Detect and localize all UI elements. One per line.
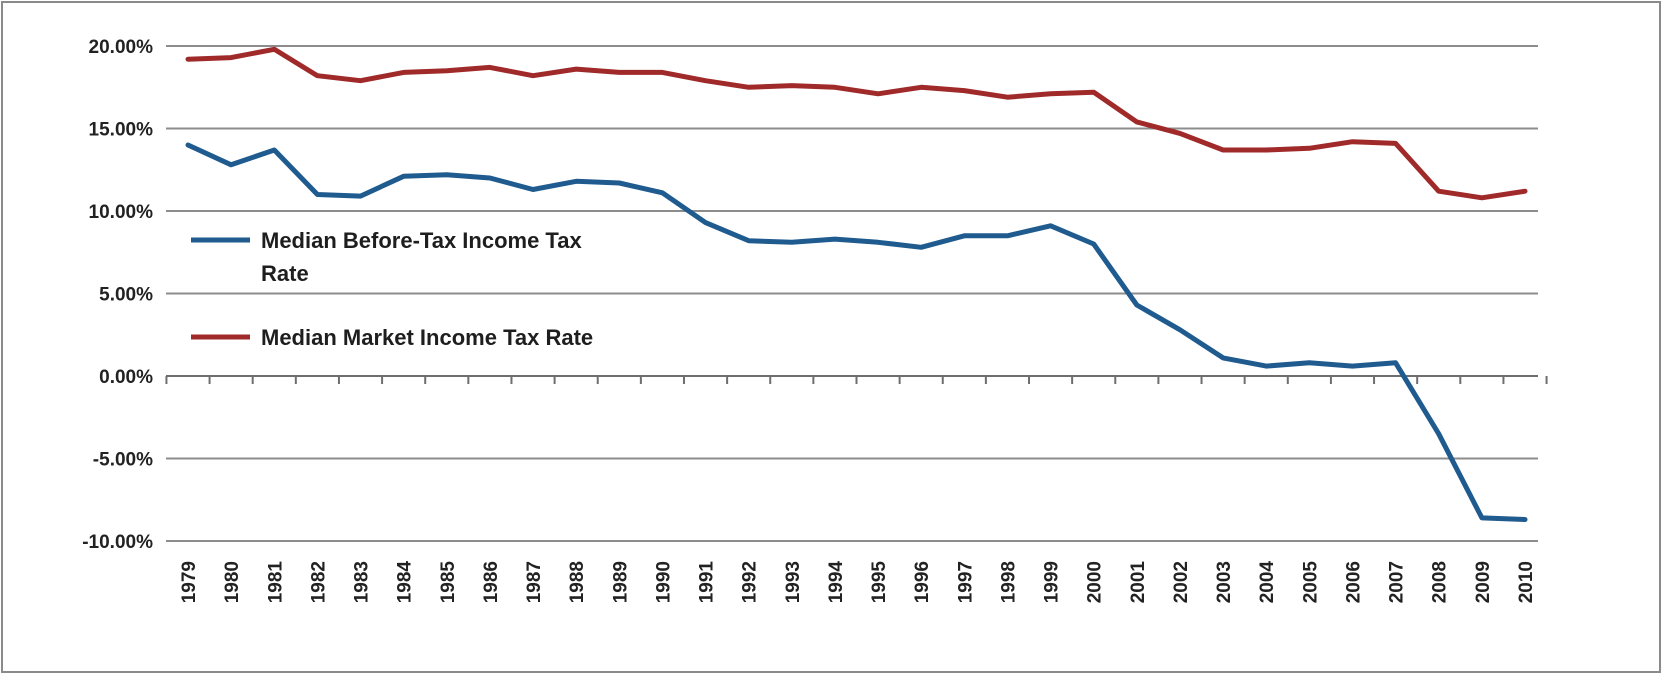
x-tick-label: 1989 bbox=[610, 561, 631, 603]
x-tick-label: 1997 bbox=[955, 561, 976, 603]
series-line-before-tax bbox=[185, 142, 1528, 522]
x-tick-label: 2004 bbox=[1257, 561, 1278, 604]
x-tick-label: 1984 bbox=[395, 561, 416, 604]
y-tick-label: 15.00% bbox=[89, 120, 154, 141]
legend: Median Before-Tax Income Tax Rate Median M… bbox=[191, 228, 593, 350]
x-tick-label: 2010 bbox=[1516, 561, 1537, 603]
x-tick-label: 1980 bbox=[222, 561, 243, 603]
y-tick-label: -10.00% bbox=[82, 532, 153, 553]
x-tick-label: 2001 bbox=[1128, 561, 1149, 604]
legend-label-line: Median Before-Tax Income Tax bbox=[261, 228, 582, 253]
legend-label-line: Median Market Income Tax Rate bbox=[261, 325, 593, 350]
x-tick-label: 1981 bbox=[265, 561, 286, 604]
x-tick-label: 2000 bbox=[1085, 561, 1106, 603]
series-lines bbox=[185, 46, 1528, 522]
x-tick-label: 1991 bbox=[697, 561, 718, 604]
x-tick-label: 1990 bbox=[653, 561, 674, 603]
legend-label: Median Market Income Tax Rate bbox=[261, 325, 593, 350]
x-tick-label: 1988 bbox=[567, 561, 588, 603]
x-tick-label: 1995 bbox=[869, 561, 890, 604]
legend-label: Median Before-Tax Income Tax Rate bbox=[261, 228, 582, 286]
series-line-market-income bbox=[185, 46, 1528, 201]
legend-label-line: Rate bbox=[261, 261, 309, 286]
x-tick-label: 1992 bbox=[740, 561, 761, 603]
x-tick-label: 2002 bbox=[1171, 561, 1192, 603]
line-chart: 20.00% 15.00% 10.00% 5.00% 0.00% -5.00% -10.00… bbox=[82, 37, 1548, 604]
x-tick-label: 1983 bbox=[352, 561, 373, 603]
x-tick-label: 1979 bbox=[179, 561, 200, 603]
x-tick-label: 2009 bbox=[1473, 561, 1494, 603]
x-tick-label: 2007 bbox=[1387, 561, 1408, 603]
x-tick-label: 1993 bbox=[783, 561, 804, 603]
x-tick-label: 1994 bbox=[826, 561, 847, 604]
x-tick-label: 2006 bbox=[1343, 561, 1364, 603]
x-tick-label: 2008 bbox=[1430, 561, 1451, 603]
y-axis-tick-labels: 20.00% 15.00% 10.00% 5.00% 0.00% -5.00% -10.00… bbox=[82, 37, 153, 553]
x-tick-label: 1985 bbox=[438, 561, 459, 604]
x-tick-label: 1986 bbox=[481, 561, 502, 603]
y-tick-label: 10.00% bbox=[89, 202, 154, 223]
x-tick-label: 1996 bbox=[912, 561, 933, 603]
y-tick-label: 20.00% bbox=[89, 37, 154, 58]
x-tick-label: 2003 bbox=[1214, 561, 1235, 603]
y-tick-label: 5.00% bbox=[99, 285, 153, 306]
gridlines bbox=[166, 45, 1538, 542]
x-tick-label: 2005 bbox=[1300, 561, 1321, 604]
x-axis-tick-labels: 1979 1980 1981 1982 1983 1984 1985 1986 1987 1988… bbox=[179, 561, 1537, 604]
y-tick-label: 0.00% bbox=[99, 367, 153, 388]
x-axis bbox=[165, 375, 1548, 384]
x-tick-label: 1982 bbox=[308, 561, 329, 603]
y-tick-label: -5.00% bbox=[93, 450, 153, 471]
x-tick-label: 1999 bbox=[1042, 561, 1063, 603]
x-tick-label: 1987 bbox=[524, 561, 545, 603]
x-tick-label: 1998 bbox=[998, 561, 1019, 603]
